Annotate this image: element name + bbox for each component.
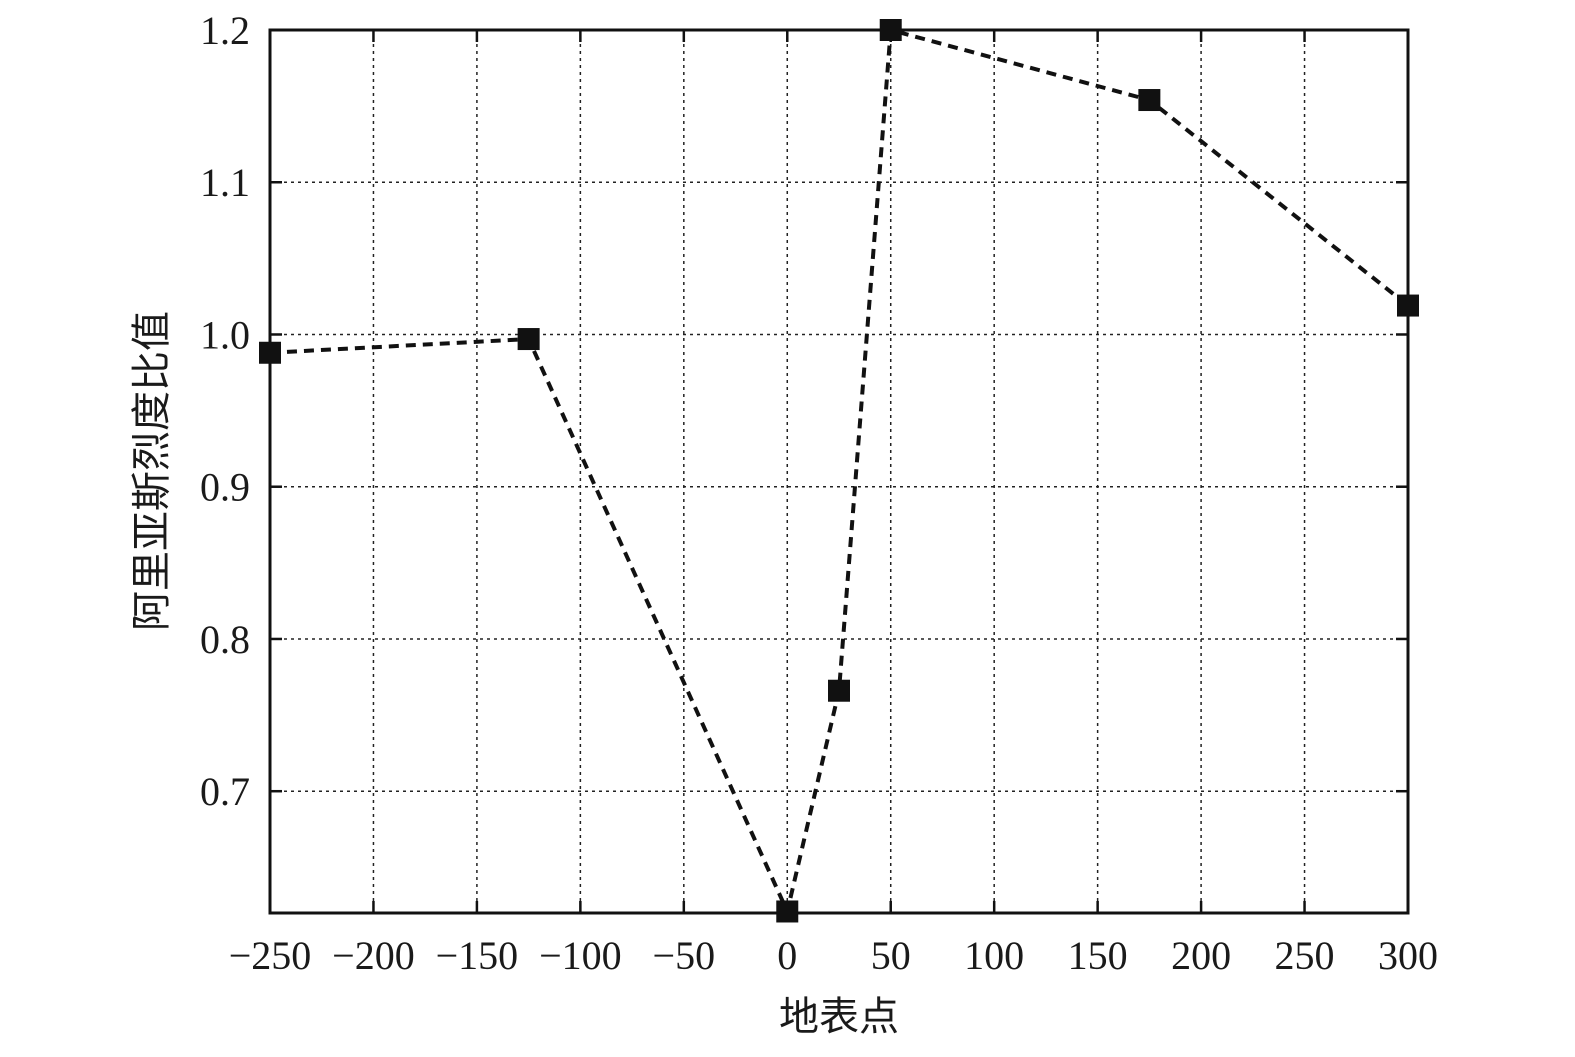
y-tick-label: 0.8 [200,617,250,662]
data-point [828,679,850,702]
x-tick-label: −250 [229,933,312,978]
x-tick-label: −150 [436,933,519,978]
data-point [259,341,281,364]
x-tick-label: 50 [871,933,911,978]
data-point [1138,89,1161,112]
data-point [517,328,540,351]
x-tick-label: 0 [777,933,797,978]
x-axis-title: 地表点 [779,994,899,1040]
y-axis-title: 阿里亚斯烈度比值 [129,311,175,631]
data-point [1397,294,1419,317]
series-line [269,27,1410,918]
x-tick-label: 100 [964,933,1024,978]
x-tick-label: −100 [539,933,622,978]
data-point [776,900,799,923]
y-tick-label: 0.9 [200,465,250,510]
x-tick-label: −50 [653,933,716,978]
y-tick-label: 1.1 [200,160,250,205]
axis-ticks [268,28,1410,913]
series [259,19,1419,923]
y-tick-labels: 0.7 0.8 0.9 1.0 1.1 1.2 [200,8,250,814]
x-tick-label: −200 [332,933,415,978]
x-tick-label: 250 [1275,933,1335,978]
y-tick-label: 0.7 [200,769,250,814]
y-tick-label: 1.2 [200,8,250,53]
x-tick-label: 200 [1171,933,1231,978]
x-tick-label: 150 [1068,933,1128,978]
y-tick-label: 1.0 [200,312,250,357]
x-tick-label: 300 [1378,933,1438,978]
grid [270,30,1408,913]
plot-frame [268,28,1410,915]
data-point [879,19,902,41]
x-tick-labels: −250 −200 −150 −100 −50 0 50 100 150 200 250 300 [229,933,1438,978]
